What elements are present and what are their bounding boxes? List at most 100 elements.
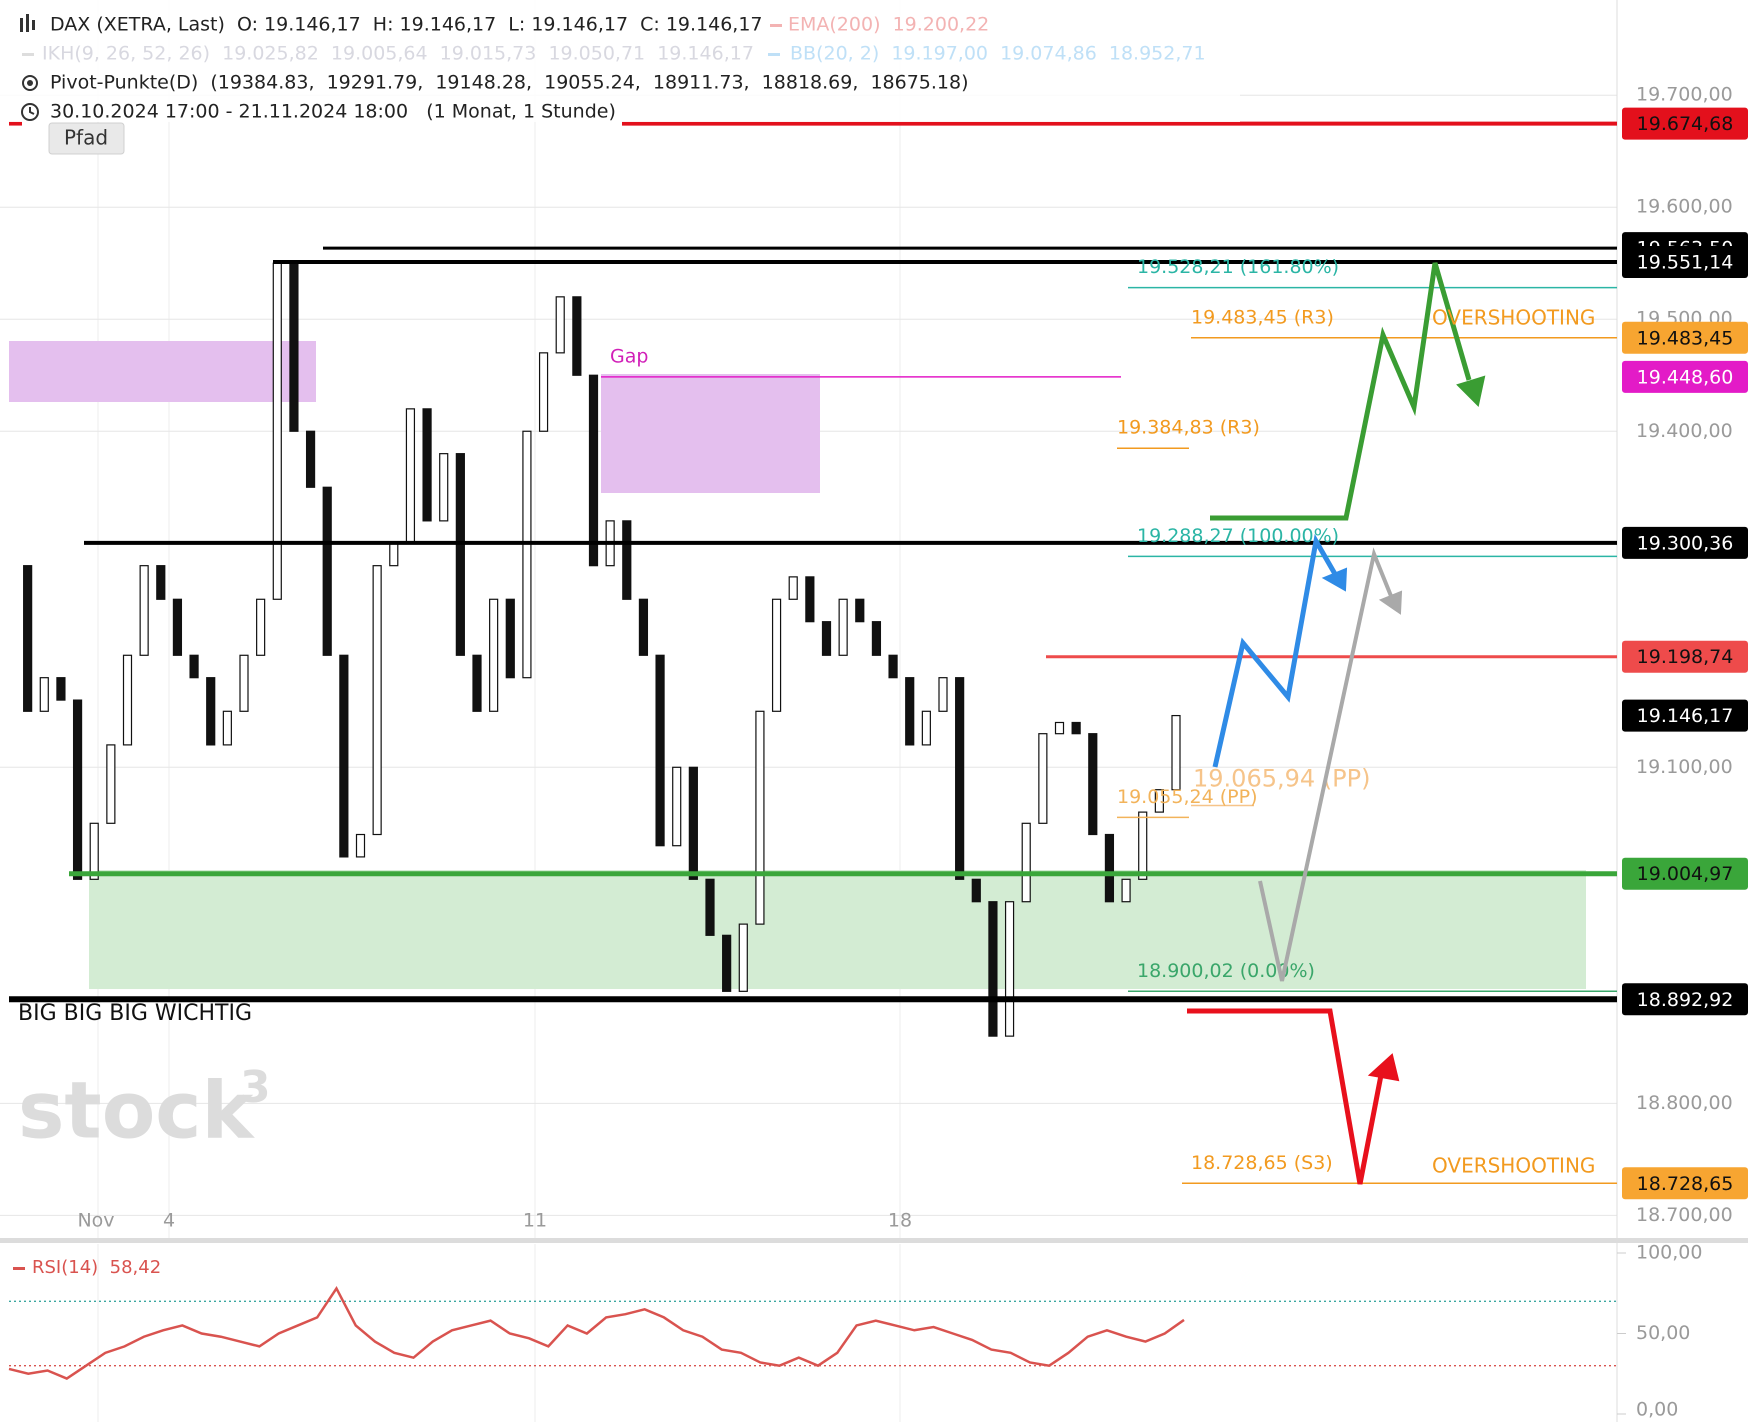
candle-body bbox=[23, 565, 33, 712]
x-tick-label: 18 bbox=[888, 1210, 912, 1232]
arrowhead bbox=[1321, 567, 1348, 592]
candle-body bbox=[106, 744, 116, 824]
candle-body bbox=[821, 621, 832, 656]
arrowhead bbox=[1378, 590, 1403, 615]
candle-body bbox=[572, 296, 582, 376]
rsi-tick-label: 0,00 bbox=[1636, 1399, 1678, 1421]
candle-body bbox=[555, 296, 565, 354]
rsi-tick-label: 100,00 bbox=[1636, 1242, 1702, 1264]
y-tick-label: 18.700,00 bbox=[1636, 1204, 1733, 1226]
annotation-label: 18.728,65 (S3) bbox=[1191, 1152, 1333, 1174]
rsi-line bbox=[8, 1285, 1185, 1380]
candle-body bbox=[322, 486, 332, 656]
rsi-panel: 100,00 50,00 0,00 bbox=[8, 1242, 1702, 1421]
header-bb: BB(20, 2) 19.197,00 19.074,86 18.952,71 bbox=[790, 43, 1206, 65]
level-label-bg bbox=[1622, 983, 1748, 1016]
candle-body bbox=[1121, 878, 1131, 903]
candle-body bbox=[805, 576, 815, 623]
x-tick-label: 11 bbox=[523, 1210, 547, 1232]
candle-body bbox=[39, 677, 49, 712]
candle-body bbox=[1138, 811, 1148, 880]
rsi-label: RSI(14) 58,42 bbox=[32, 1257, 161, 1278]
candle-body bbox=[871, 621, 882, 656]
arrowhead bbox=[1367, 1053, 1400, 1082]
candle-body bbox=[955, 677, 965, 880]
header-pivots: Pivot-Punkte(D) (19384.83, 19291.79, 191… bbox=[50, 72, 969, 94]
level-label: 19.146,17 bbox=[1637, 705, 1734, 727]
candle-body bbox=[1154, 789, 1164, 813]
gap-zone bbox=[601, 374, 820, 493]
candle-body bbox=[505, 598, 515, 679]
icon bbox=[26, 14, 29, 32]
annotation-label: 19.065,94 (PP) bbox=[1193, 764, 1370, 792]
watermark-sup: 3 bbox=[240, 1062, 271, 1113]
level-label: 19.448,60 bbox=[1637, 366, 1734, 388]
candle-body bbox=[272, 262, 282, 600]
header-icons bbox=[20, 14, 782, 121]
candle-body bbox=[355, 833, 366, 858]
candle-body bbox=[522, 430, 532, 679]
header-bg bbox=[0, 0, 1240, 122]
level-label-bg bbox=[1622, 640, 1748, 673]
candle-body bbox=[588, 374, 599, 567]
candle-body bbox=[439, 453, 449, 522]
candle-body bbox=[688, 766, 698, 880]
candle-body bbox=[988, 901, 998, 1037]
annotation-label: 19.483,45 (R3) bbox=[1191, 306, 1334, 328]
annotation-label: 19.055,24 (PP) bbox=[1117, 786, 1257, 808]
header-ikh: IKH(9, 26, 52, 26) 19.025,82 19.005,64 1… bbox=[42, 43, 754, 65]
green-path bbox=[1210, 262, 1472, 521]
candle-body bbox=[422, 408, 432, 522]
candle-body bbox=[339, 654, 349, 858]
level-label: 18.728,65 bbox=[1637, 1173, 1734, 1195]
candle-body bbox=[405, 408, 416, 544]
icon bbox=[22, 53, 34, 56]
candle-body bbox=[1171, 714, 1181, 791]
demand-zone bbox=[89, 870, 1586, 989]
candle-body bbox=[705, 878, 715, 936]
candle-body bbox=[172, 598, 183, 656]
candle-body bbox=[89, 822, 99, 880]
candle-body bbox=[122, 654, 133, 746]
icon bbox=[768, 53, 780, 56]
candle-body bbox=[139, 565, 149, 656]
level-label: 19.674,68 bbox=[1637, 113, 1734, 135]
level-label-bg bbox=[1622, 1167, 1748, 1200]
candle-body bbox=[788, 576, 798, 600]
candle-body bbox=[156, 565, 166, 600]
gap-label: Gap bbox=[610, 346, 648, 368]
note: BIG BIG BIG WICHTIG bbox=[18, 1001, 252, 1026]
candle-body bbox=[1071, 721, 1081, 735]
candle-body bbox=[722, 934, 732, 992]
rsi-tick-label: 50,00 bbox=[1636, 1322, 1690, 1344]
levels bbox=[9, 121, 1617, 1003]
icon bbox=[22, 75, 38, 91]
candle-body bbox=[289, 262, 299, 432]
icon bbox=[29, 107, 35, 115]
candle-body bbox=[56, 677, 66, 701]
candle-body bbox=[256, 598, 266, 656]
level-label-bg bbox=[1622, 360, 1748, 393]
candle-body bbox=[971, 878, 981, 903]
pfad-button[interactable] bbox=[48, 122, 125, 155]
y-tick-label: 19.400,00 bbox=[1636, 420, 1733, 442]
level-label-bg bbox=[1622, 245, 1748, 278]
candle-body bbox=[755, 710, 765, 925]
icon bbox=[21, 103, 39, 121]
icon bbox=[770, 24, 782, 27]
y-tick-label: 18.800,00 bbox=[1636, 1092, 1733, 1114]
rsi-legend-icon bbox=[13, 1267, 25, 1270]
y-tick-label: 19.700,00 bbox=[1636, 84, 1733, 106]
candle-body bbox=[72, 699, 83, 880]
annotation-label: 19.384,83 (R3) bbox=[1117, 417, 1260, 439]
candle-body bbox=[372, 565, 382, 836]
level-label: 19.198,74 bbox=[1637, 646, 1734, 668]
candle-body bbox=[1038, 733, 1048, 824]
level-label: 19.483,45 bbox=[1637, 327, 1734, 349]
candle-body bbox=[771, 598, 782, 712]
candle-body bbox=[222, 710, 232, 746]
candle-body bbox=[206, 677, 216, 746]
pfad-button-label[interactable]: Pfad bbox=[64, 126, 108, 150]
candle-body bbox=[455, 453, 465, 656]
